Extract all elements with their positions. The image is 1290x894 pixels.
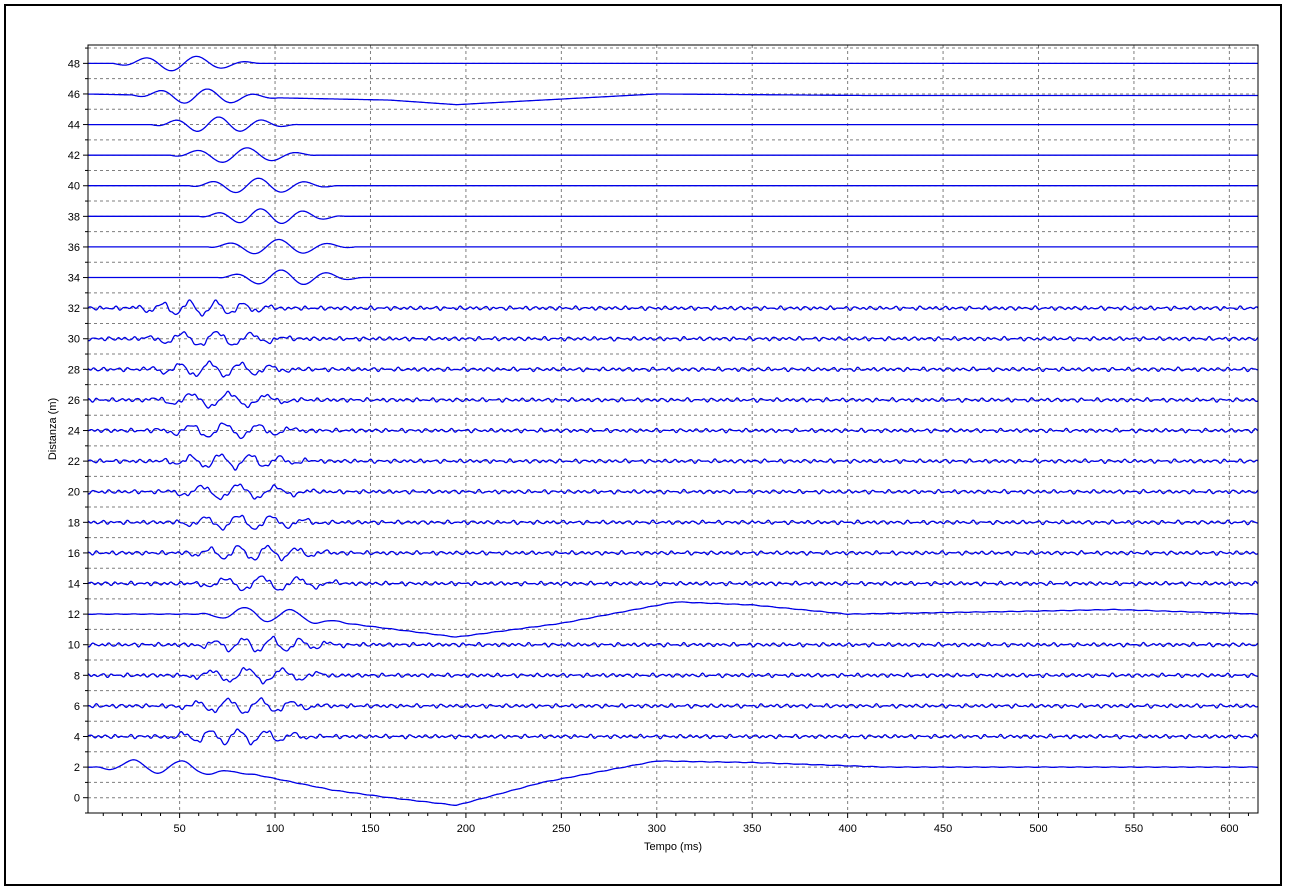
x-tick-label: 600 [1220, 823, 1238, 835]
trace-line-28 [87, 360, 1258, 378]
y-tick-label: 20 [68, 487, 80, 499]
y-tick-label: 18 [68, 517, 80, 529]
y-tick-label: 8 [74, 670, 80, 682]
axis-layer: 0246810121416182022242628303234363840424… [68, 47, 1249, 835]
trace-line-24 [87, 422, 1259, 440]
y-tick-label: 32 [68, 303, 80, 315]
trace-line-18 [87, 514, 1259, 531]
x-tick-label: 150 [361, 823, 379, 835]
y-axis-title: Distanza (m) [47, 398, 59, 460]
x-tick-label: 200 [457, 823, 475, 835]
x-tick-label: 50 [173, 823, 185, 835]
trace-line-36 [88, 238, 1258, 255]
trace-line-22 [87, 453, 1259, 471]
chart-frame: 0 2 4 6 8 10 12 14 16 18 20 22 24 26 28 30 32 34 36 38 40 42 4… [4, 4, 1282, 886]
x-tick-label: 100 [266, 823, 284, 835]
trace-line-16 [87, 544, 1259, 562]
x-tick-label: 550 [1125, 823, 1143, 835]
y-tick-label: 10 [68, 640, 80, 652]
y-tick-label: 36 [68, 242, 80, 254]
y-tick-label: 26 [68, 395, 80, 407]
x-tick-label: 450 [934, 823, 952, 835]
x-tick-label: 400 [838, 823, 856, 835]
trace-line-20 [87, 483, 1259, 501]
y-tick-label: 46 [68, 89, 80, 101]
trace-line-10 [87, 635, 1259, 653]
trace-line-26 [88, 390, 1259, 409]
y-tick-label: 4 [74, 732, 80, 744]
trace-line-2 [87, 759, 1258, 806]
y-tick-label: 48 [68, 58, 80, 70]
y-tick-label: 6 [74, 701, 80, 713]
trace-line-6 [88, 697, 1259, 714]
trace-line-40 [88, 177, 1258, 194]
plot-area-border [87, 44, 1259, 814]
x-axis-title: Tempo (ms) [644, 841, 702, 853]
trace-line-14 [87, 575, 1259, 592]
y-tick-label: 28 [68, 364, 80, 376]
trace-line-48 [88, 55, 1258, 72]
trace-layer [87, 55, 1259, 806]
trace-line-38 [88, 208, 1258, 225]
y-tick-label: 22 [68, 456, 80, 468]
y-tick-label: 0 [74, 793, 80, 805]
trace-line-30 [87, 331, 1259, 347]
y-tick-label: 12 [68, 609, 80, 621]
x-tick-label: 250 [552, 823, 570, 835]
y-tick-label: 14 [68, 579, 80, 591]
y-tick-label: 42 [68, 150, 80, 162]
x-tick-label: 300 [648, 823, 666, 835]
trace-line-4 [87, 728, 1259, 746]
seismic-traces-chart: 0246810121416182022242628303234363840424… [47, 44, 1259, 853]
y-tick-label: 2 [74, 762, 80, 774]
x-tick-label: 350 [743, 823, 761, 835]
y-tick-label: 40 [68, 181, 80, 193]
trace-line-12 [87, 601, 1258, 638]
trace-line-34 [88, 269, 1258, 286]
trace-line-32 [87, 299, 1259, 317]
y-tick-label: 16 [68, 548, 80, 560]
y-tick-label: 38 [68, 211, 80, 223]
trace-line-44 [88, 116, 1258, 132]
trace-line-42 [88, 147, 1258, 163]
y-tick-label: 34 [68, 273, 80, 285]
trace-line-8 [87, 666, 1259, 685]
trace-line-46 [87, 88, 1258, 106]
x-tick-label: 500 [1029, 823, 1047, 835]
y-tick-label: 24 [68, 426, 80, 438]
y-tick-label: 44 [68, 120, 80, 132]
y-tick-label: 30 [68, 334, 80, 346]
